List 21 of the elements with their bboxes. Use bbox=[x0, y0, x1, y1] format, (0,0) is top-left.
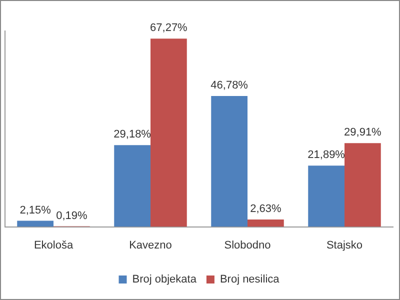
data-label: 29,18% bbox=[114, 128, 152, 141]
bar bbox=[248, 219, 284, 227]
data-label: 0,19% bbox=[56, 210, 88, 222]
data-label: 46,78% bbox=[210, 79, 248, 92]
data-label: 29,91% bbox=[344, 126, 382, 139]
bar bbox=[308, 166, 344, 227]
bar bbox=[211, 96, 248, 227]
bar bbox=[114, 145, 150, 227]
data-label: 2,15% bbox=[20, 204, 52, 216]
legend-label: Broj objekata bbox=[132, 274, 198, 286]
x-tick-label: Kavezno bbox=[129, 239, 172, 252]
data-label: 67,27% bbox=[150, 22, 188, 34]
bar bbox=[17, 220, 54, 227]
bar bbox=[344, 143, 381, 227]
bar bbox=[150, 38, 187, 227]
x-tick-label: Ekološa bbox=[34, 239, 74, 252]
data-label: 2,63% bbox=[250, 202, 282, 215]
data-label: 21,89% bbox=[308, 149, 346, 162]
x-tick-label: Slobodno bbox=[224, 239, 271, 252]
legend-label: Broj nesilica bbox=[220, 274, 280, 286]
x-tick-label: Stajsko bbox=[326, 239, 363, 252]
